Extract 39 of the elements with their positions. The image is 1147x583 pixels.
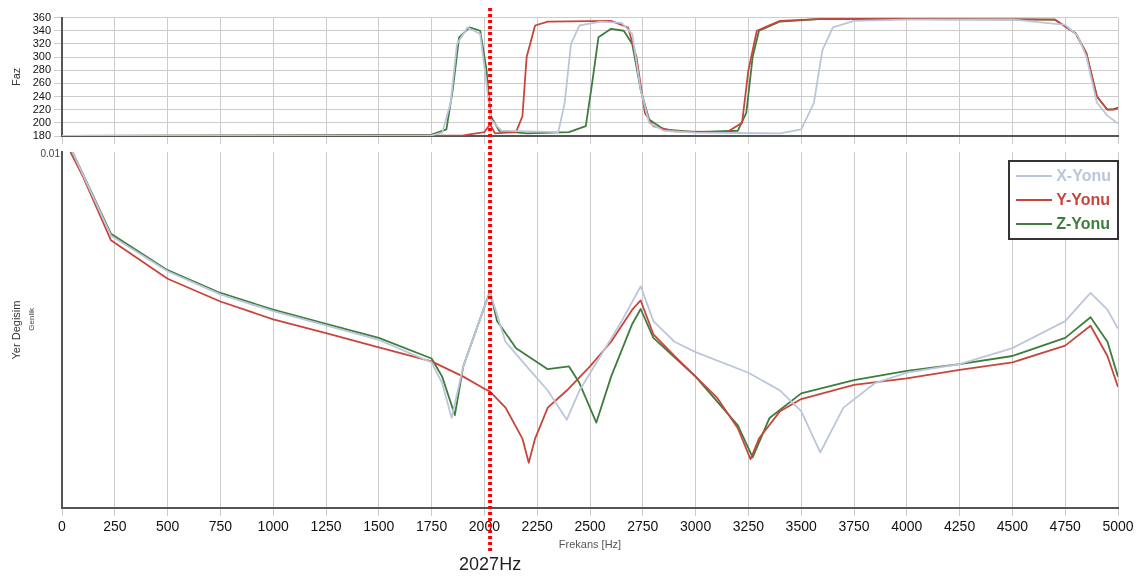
y-tick-label: 240 [32, 89, 51, 102]
x-tick-label: 4750 [1049, 518, 1081, 535]
x-tick-label: 3000 [680, 518, 712, 535]
text: Genlik [27, 306, 37, 331]
y-tick-label: 320 [32, 36, 51, 49]
y-axis-title: Yer Degisim [9, 300, 22, 360]
y-tick-label: 220 [32, 102, 51, 115]
x-tick-label: 250 [103, 518, 127, 535]
y-tick-label: 200 [32, 115, 51, 128]
x-tick-label: 1500 [363, 518, 395, 535]
x-axis-title: Frekans [Hz] [558, 538, 622, 551]
x-tick-label: 3500 [785, 518, 817, 535]
y-tick-label: 180 [32, 129, 51, 142]
x-tick-label: 3250 [732, 518, 765, 535]
x-tick-label: 1750 [416, 518, 448, 535]
legend-label: Z-Yonu [1056, 214, 1111, 234]
x-tick-label: 3750 [838, 518, 870, 535]
x-tick-label: 1000 [257, 518, 289, 535]
x-tick-label: 5000 [1102, 518, 1134, 535]
x-tick-label: 500 [155, 518, 180, 535]
x-tick-label: 2500 [574, 518, 606, 535]
legend-label: X-Yonu [1056, 166, 1111, 186]
x-tick-label: 4000 [891, 518, 923, 535]
y-tick-label: 340 [32, 23, 51, 36]
x-tick-label: 750 [208, 518, 233, 535]
x-tick-label: 0 [58, 518, 67, 535]
x-tick-label: 4250 [944, 518, 976, 535]
y-tick-label: 360 [32, 10, 51, 23]
ref-line-label: 2027Hz [459, 553, 522, 574]
x-tick-label: 1250 [310, 518, 342, 535]
legend-label: Y-Yonu [1056, 190, 1111, 210]
x-tick-label: 4500 [996, 518, 1029, 535]
y-tick-label: 280 [32, 63, 51, 76]
x-tick-label: 2250 [521, 518, 553, 535]
y-tick-label: 300 [32, 50, 51, 63]
x-tick-label: 2750 [627, 518, 659, 535]
text: 0.01 [40, 147, 61, 159]
y-tick-label: 260 [32, 76, 51, 89]
y-axis-title: Faz [9, 67, 22, 86]
